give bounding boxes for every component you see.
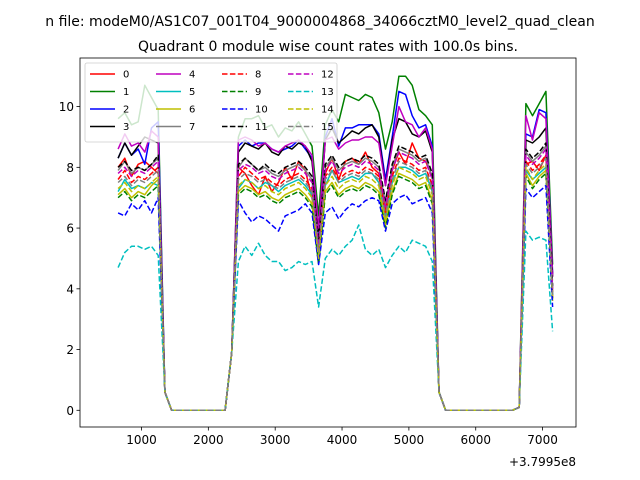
x-tick-label: 3000 <box>260 433 291 447</box>
legend-label: 9 <box>255 87 261 98</box>
legend-label: 13 <box>321 87 334 98</box>
x-tick-label: 7000 <box>527 433 558 447</box>
x-axis: 1000 2000 3000 4000 5000 6000 7000 <box>126 427 558 447</box>
series-line-8 <box>117 154 554 412</box>
legend-label: 12 <box>321 70 334 81</box>
chart-title: Quadrant 0 module wise count rates with … <box>138 39 518 55</box>
y-tick-label: 4 <box>66 282 74 296</box>
y-tick-label: 8 <box>66 161 74 175</box>
series-layer <box>117 75 554 412</box>
legend-frame <box>84 62 338 143</box>
legend-label: 10 <box>255 105 268 116</box>
y-tick-label: 6 <box>66 222 74 236</box>
legend-label: 4 <box>189 70 195 81</box>
x-tick-label: 6000 <box>460 433 491 447</box>
x-tick-label: 2000 <box>193 433 224 447</box>
series-line-15 <box>117 157 554 412</box>
legend-label: 7 <box>189 122 195 133</box>
y-tick-label: 0 <box>66 404 74 418</box>
figure-suptitle: n file: modeM0/AS1C07_001T04_9000004868_… <box>45 14 594 30</box>
legend-label: 0 <box>123 70 129 81</box>
legend-label: 15 <box>321 122 334 133</box>
legend-label: 6 <box>189 105 195 116</box>
legend-label: 2 <box>123 105 129 116</box>
plot-frame <box>79 57 577 428</box>
y-tick-label: 2 <box>66 343 74 357</box>
x-tick-label: 4000 <box>327 433 358 447</box>
y-tick-label: 10 <box>59 100 74 114</box>
x-offset-label: +3.7995e8 <box>509 455 576 469</box>
legend-label: 1 <box>123 87 129 98</box>
legend-label: 3 <box>123 122 129 133</box>
legend-label: 11 <box>255 122 268 133</box>
x-tick-label: 5000 <box>394 433 425 447</box>
legend-label: 14 <box>321 105 334 116</box>
legend-label: 5 <box>189 87 195 98</box>
y-axis: 0 2 4 6 8 10 <box>59 100 80 418</box>
series-line-12 <box>117 148 554 412</box>
x-tick-label: 1000 <box>126 433 157 447</box>
legend-label: 8 <box>255 70 261 81</box>
